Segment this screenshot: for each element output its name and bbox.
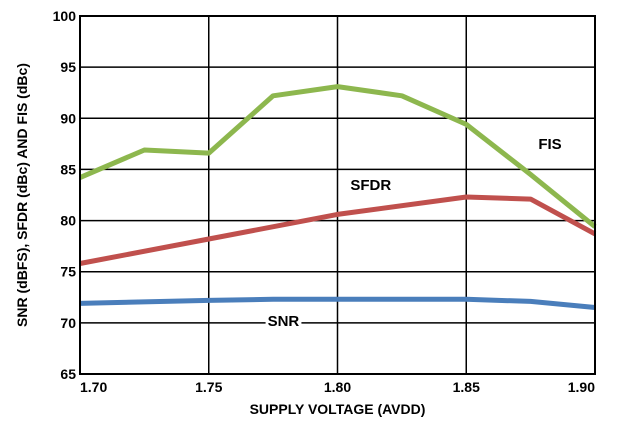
x-tick-label: 1.70 bbox=[80, 379, 107, 395]
series-label-snr: SNR bbox=[268, 313, 300, 330]
y-tick-label: 90 bbox=[60, 110, 76, 126]
plot-frame bbox=[79, 15, 596, 375]
tick-labels: 1.70 1.75 1.80 1.85 1.90 65 70 75 80 85 90 95 100 bbox=[53, 8, 596, 395]
series-label-fis: FIS bbox=[538, 136, 561, 153]
y-tick-label: 70 bbox=[60, 315, 76, 331]
y-axis-title: SNR (dBFS), SFDR (dBc) AND FIS (dBc) bbox=[14, 63, 30, 327]
series-label-background bbox=[265, 311, 302, 331]
series-layer bbox=[79, 84, 597, 310]
series-line-snr bbox=[79, 296, 596, 310]
y-tick-label: 75 bbox=[60, 264, 76, 280]
x-tick-label: 1.75 bbox=[195, 379, 222, 395]
y-tick-label: 85 bbox=[60, 161, 76, 177]
series-line-fis bbox=[79, 84, 597, 229]
x-tick-label: 1.85 bbox=[453, 379, 480, 395]
series-labels: FIS SFDR SNR bbox=[265, 136, 562, 331]
y-tick-label: 65 bbox=[60, 366, 76, 382]
y-tick-label: 80 bbox=[60, 213, 76, 229]
grid bbox=[79, 15, 596, 375]
x-axis-title: SUPPLY VOLTAGE (AVDD) bbox=[250, 401, 426, 417]
x-tick-label: 1.80 bbox=[324, 379, 351, 395]
series-line-sfdr bbox=[79, 194, 597, 266]
y-tick-label: 100 bbox=[53, 8, 77, 24]
x-tick-label: 1.90 bbox=[568, 379, 595, 395]
y-tick-label: 95 bbox=[60, 59, 76, 75]
series-label-sfdr: SFDR bbox=[350, 177, 391, 194]
